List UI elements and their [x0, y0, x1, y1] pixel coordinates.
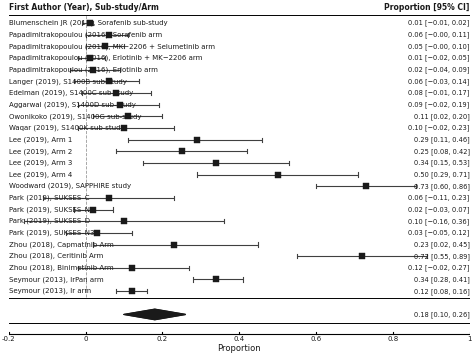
Text: Park (2019), SUKSES–N1: Park (2019), SUKSES–N1 [9, 206, 94, 213]
Polygon shape [124, 309, 185, 320]
Text: Aggarwal (2019), S1400D sub-study: Aggarwal (2019), S1400D sub-study [9, 101, 136, 108]
Text: 0.23 [0.02, 0.45]: 0.23 [0.02, 0.45] [414, 241, 470, 248]
Text: 0.72 [0.55, 0.89]: 0.72 [0.55, 0.89] [414, 253, 470, 259]
Text: 0.34 [0.28, 0.41]: 0.34 [0.28, 0.41] [414, 276, 470, 283]
Text: 0.09 [−0.02, 0.19]: 0.09 [−0.02, 0.19] [409, 101, 470, 108]
Text: 0.6: 0.6 [310, 336, 322, 342]
Text: Lee (2019), Arm 2: Lee (2019), Arm 2 [9, 148, 72, 155]
Text: Papadimitrakopoulou (2016), MK−2206 + Selumetinib arm: Papadimitrakopoulou (2016), MK−2206 + Se… [9, 43, 215, 50]
Text: 0.18 [0.10, 0.26]: 0.18 [0.10, 0.26] [414, 311, 470, 318]
Text: 0.06 [−0.03, 0.14]: 0.06 [−0.03, 0.14] [408, 78, 470, 85]
Text: 0.11 [0.02, 0.20]: 0.11 [0.02, 0.20] [414, 113, 470, 120]
Text: 0.50 [0.29, 0.71]: 0.50 [0.29, 0.71] [414, 171, 470, 178]
Text: Proportion: Proportion [218, 344, 261, 353]
Text: First Author (Year), Sub-study/Arm: First Author (Year), Sub-study/Arm [9, 4, 159, 12]
Text: Lee (2019), Arm 1: Lee (2019), Arm 1 [9, 136, 72, 143]
Text: Proportion [95% CI]: Proportion [95% CI] [384, 4, 470, 12]
Text: 0.02 [−0.03, 0.07]: 0.02 [−0.03, 0.07] [408, 206, 470, 213]
Text: Park (2019), SUKSES–D: Park (2019), SUKSES–D [9, 218, 90, 224]
Text: Papadimitrakopoulou (2016), Erlotinib + MK−2206 arm: Papadimitrakopoulou (2016), Erlotinib + … [9, 55, 202, 61]
Text: Langer (2019), S1400B sub-study: Langer (2019), S1400B sub-study [9, 78, 127, 85]
Text: 1: 1 [467, 336, 472, 342]
Text: 0.25 [0.08, 0.42]: 0.25 [0.08, 0.42] [413, 148, 470, 155]
Text: Park (2019), SUKSES–N3: Park (2019), SUKSES–N3 [9, 230, 94, 236]
Text: Zhou (2018), Binimetinib Arm: Zhou (2018), Binimetinib Arm [9, 264, 113, 271]
Text: 0.12 [−0.02, 0.27]: 0.12 [−0.02, 0.27] [408, 264, 470, 271]
Text: Lee (2019), Arm 4: Lee (2019), Arm 4 [9, 171, 72, 178]
Text: 0.01 [−0.02, 0.05]: 0.01 [−0.02, 0.05] [408, 55, 470, 61]
Text: Lee (2019), Arm 3: Lee (2019), Arm 3 [9, 160, 72, 166]
Text: 0.29 [0.11, 0.46]: 0.29 [0.11, 0.46] [414, 136, 470, 143]
Text: Owonikoko (2019), S1400G sub-study: Owonikoko (2019), S1400G sub-study [9, 113, 141, 120]
Text: 0.4: 0.4 [234, 336, 245, 342]
Text: Edelman (2019), S1400C sub-study: Edelman (2019), S1400C sub-study [9, 90, 133, 96]
Text: 0.06 [−0.00, 0.11]: 0.06 [−0.00, 0.11] [408, 32, 470, 38]
Text: 0.02 [−0.04, 0.09]: 0.02 [−0.04, 0.09] [408, 66, 470, 73]
Text: 0.05 [−0.00, 0.10]: 0.05 [−0.00, 0.10] [408, 43, 470, 50]
Text: 0.34 [0.15, 0.53]: 0.34 [0.15, 0.53] [414, 160, 470, 166]
Text: Blumenschein JR (2013), Sorafenib sub-study: Blumenschein JR (2013), Sorafenib sub-st… [9, 20, 167, 26]
Text: Zhou (2018), Capmatinib Arm: Zhou (2018), Capmatinib Arm [9, 241, 114, 248]
Text: 0.06 [−0.11, 0.23]: 0.06 [−0.11, 0.23] [409, 195, 470, 201]
Text: 0.03 [−0.05, 0.12]: 0.03 [−0.05, 0.12] [408, 229, 470, 236]
Text: 0.73 [0.60, 0.86]: 0.73 [0.60, 0.86] [414, 183, 470, 190]
Text: Seymour (2013), Ir arm: Seymour (2013), Ir arm [9, 288, 91, 295]
Text: Papadimitrakopoulou (2016), Erlotinib arm: Papadimitrakopoulou (2016), Erlotinib ar… [9, 67, 158, 73]
Text: 0.01 [−0.01, 0.02]: 0.01 [−0.01, 0.02] [408, 20, 470, 27]
Text: Waqar (2019), S1400K sub-study: Waqar (2019), S1400K sub-study [9, 125, 125, 131]
Text: 0.12 [0.08, 0.16]: 0.12 [0.08, 0.16] [414, 288, 470, 295]
Text: Seymour (2013), IrPan arm: Seymour (2013), IrPan arm [9, 276, 103, 283]
Text: 0.10 [−0.16, 0.36]: 0.10 [−0.16, 0.36] [409, 218, 470, 224]
Text: Zhou (2018), Ceritinib Arm: Zhou (2018), Ceritinib Arm [9, 253, 103, 259]
Text: Park (2019), SUKSES–C: Park (2019), SUKSES–C [9, 195, 90, 201]
Text: 0.2: 0.2 [157, 336, 168, 342]
Text: -0.2: -0.2 [2, 336, 16, 342]
Text: 0.08 [−0.01, 0.17]: 0.08 [−0.01, 0.17] [408, 90, 470, 96]
Text: Woodward (2019), SAPPHIRE study: Woodward (2019), SAPPHIRE study [9, 183, 131, 189]
Text: 0: 0 [83, 336, 88, 342]
Text: 0.8: 0.8 [387, 336, 399, 342]
Text: 0.10 [−0.02, 0.23]: 0.10 [−0.02, 0.23] [408, 125, 470, 131]
Text: Papadimitrakopoulou (2016), Sorafenib arm: Papadimitrakopoulou (2016), Sorafenib ar… [9, 32, 162, 38]
